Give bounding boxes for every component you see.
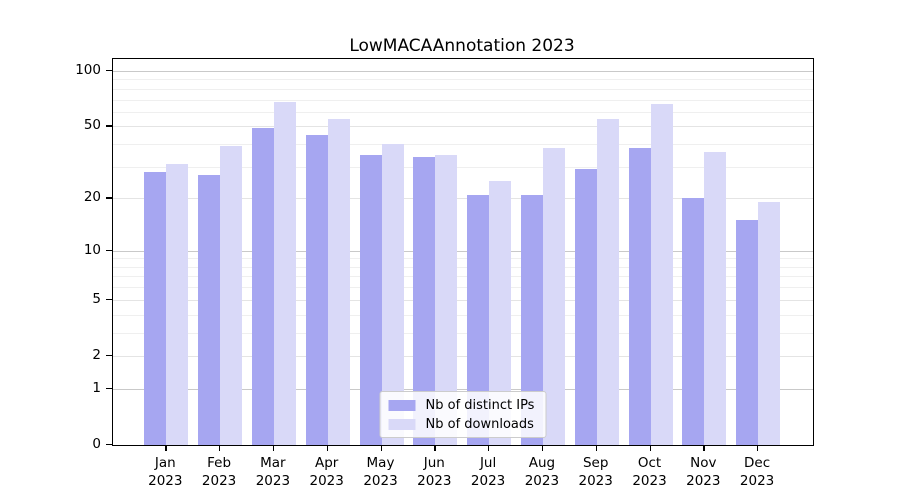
gridline-major (113, 126, 813, 128)
bar-may-ips (359, 154, 382, 445)
legend-swatch-distinct-ips-icon (388, 399, 416, 411)
bar-sep-downloads (596, 118, 619, 445)
bar-mar-downloads (273, 101, 296, 445)
x-tick-mark (595, 445, 597, 451)
y-tick-mark (106, 354, 112, 357)
gridline-minor (113, 166, 813, 168)
bar-jun-downloads (435, 154, 458, 445)
x-tick-mark (219, 445, 221, 451)
y-tick-label: 10 (83, 241, 101, 258)
y-tick-mark (106, 444, 112, 446)
bar-jun-ips (413, 156, 436, 445)
bar-oct-ips (628, 148, 651, 445)
legend-item-distinct-ips: Nb of distinct IPs (388, 397, 538, 413)
x-tick-mark (541, 445, 544, 451)
bar-feb-ips (198, 174, 221, 445)
x-tick-label: Mar 2023 (255, 455, 291, 489)
gridline-major (113, 250, 813, 252)
bar-feb-downloads (220, 146, 243, 445)
y-tick-label: 2 (92, 346, 101, 363)
gridline-major (113, 70, 813, 72)
gridline-minor (113, 88, 813, 90)
x-tick-mark (326, 445, 328, 451)
x-tick-mark (757, 445, 759, 451)
x-tick-label: Sep 2023 (578, 455, 613, 489)
y-tick-mark (106, 298, 112, 301)
chart-title: LowMACAAnnotation 2023 (349, 36, 575, 56)
y-tick-label: 0 (92, 436, 101, 452)
bar-jan-downloads (166, 164, 189, 445)
gridline-minor (113, 287, 813, 289)
y-tick-label: 5 (92, 290, 101, 307)
bar-dec-ips (736, 220, 759, 445)
x-tick-mark (380, 445, 382, 451)
y-tick-label: 20 (83, 189, 101, 206)
legend-label-distinct-ips: Nb of distinct IPs (425, 397, 535, 413)
y-tick-mark (106, 197, 112, 199)
gridline-minor (113, 266, 813, 268)
legend: Nb of distinct IPs Nb of downloads (379, 391, 547, 438)
gridline-minor (113, 276, 813, 278)
gridline-minor (113, 258, 813, 260)
bar-nov-ips (682, 198, 705, 445)
x-tick-mark (649, 445, 651, 451)
y-tick-mark (106, 387, 112, 390)
x-tick-label: May 2023 (363, 455, 398, 489)
bar-apr-ips (305, 134, 328, 445)
legend-item-downloads: Nb of downloads (388, 416, 538, 432)
x-tick-label: Apr 2023 (309, 455, 344, 489)
bar-jul-downloads (489, 180, 512, 445)
y-tick-mark (106, 249, 112, 251)
bar-may-downloads (381, 144, 404, 445)
x-tick-mark (165, 445, 167, 451)
bar-mar-ips (251, 127, 274, 445)
gridline-major (113, 355, 813, 357)
y-tick-mark (106, 69, 112, 72)
x-tick-label: Oct 2023 (632, 455, 667, 489)
bar-aug-downloads (542, 148, 565, 445)
x-tick-label: Aug 2023 (524, 455, 560, 489)
gridline-major (113, 388, 813, 390)
gridline-minor (113, 79, 813, 81)
legend-swatch-downloads-icon (388, 418, 416, 430)
bar-sep-ips (574, 169, 597, 445)
x-tick-label: Jul 2023 (470, 455, 506, 489)
gridline-major (113, 299, 813, 301)
x-tick-mark (272, 445, 275, 451)
gridline-minor (113, 332, 813, 334)
y-tick-label: 100 (75, 61, 101, 78)
x-tick-mark (434, 445, 436, 451)
gridline-minor (113, 314, 813, 316)
plot-area: Nb of distinct IPs Nb of downloads (112, 58, 814, 446)
x-tick-mark (703, 445, 705, 451)
x-tick-mark (488, 445, 490, 451)
bar-dec-downloads (758, 202, 781, 445)
x-tick-label: Dec 2023 (739, 455, 775, 489)
y-tick-label: 1 (92, 379, 101, 396)
bar-aug-ips (520, 194, 543, 445)
gridline-minor (113, 99, 813, 101)
bar-apr-downloads (327, 118, 350, 445)
x-tick-label: Jan 2023 (148, 455, 183, 489)
bar-jul-ips (467, 194, 490, 445)
bar-oct-downloads (650, 104, 673, 445)
legend-label-downloads: Nb of downloads (425, 416, 534, 432)
x-tick-label: Jun 2023 (417, 455, 452, 489)
gridline-major (113, 198, 813, 200)
bar-nov-downloads (704, 152, 727, 445)
y-tick-mark (106, 125, 112, 127)
bar-jan-ips (144, 172, 167, 445)
x-tick-label: Feb 2023 (201, 455, 237, 489)
gridline-minor (113, 144, 813, 146)
x-tick-label: Nov 2023 (686, 455, 721, 489)
y-tick-label: 50 (83, 117, 101, 134)
gridline-minor (113, 111, 813, 113)
